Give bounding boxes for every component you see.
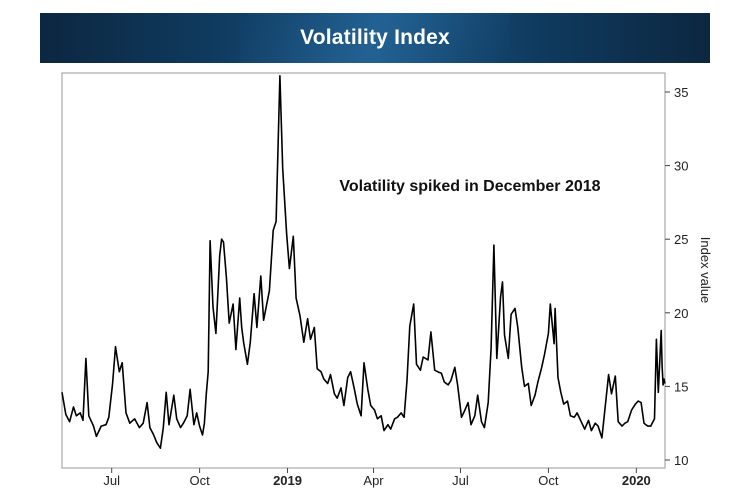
y-tick-label: 30 xyxy=(674,159,688,174)
x-tick-label: 2020 xyxy=(622,473,651,488)
y-axis-label: Index value xyxy=(698,237,713,304)
x-tick-label: Oct xyxy=(538,473,559,488)
y-tick-label: 10 xyxy=(674,453,688,468)
series-group xyxy=(61,75,666,449)
y-tick-label: 35 xyxy=(674,85,688,100)
annotation-text: Volatility spiked in December 2018 xyxy=(339,178,600,195)
x-tick-label: Jul xyxy=(452,473,469,488)
chart-title-banner: Volatility Index xyxy=(40,13,710,63)
y-tick-label: 15 xyxy=(674,379,688,394)
y-axis: 10 15 20 25 30 35 xyxy=(665,85,688,468)
x-tick-label: Jul xyxy=(103,473,120,488)
chart-title: Volatility Index xyxy=(300,26,450,49)
x-tick-label: 2019 xyxy=(273,473,302,488)
y-tick-label: 25 xyxy=(674,232,688,247)
x-axis: Jul Oct 2019 Apr Jul Oct 2020 xyxy=(103,468,651,488)
x-tick-label: Apr xyxy=(363,473,384,488)
series-line xyxy=(61,75,666,449)
y-tick-label: 20 xyxy=(674,306,688,321)
plot-frame xyxy=(61,72,666,469)
x-tick-label: Oct xyxy=(189,473,210,488)
